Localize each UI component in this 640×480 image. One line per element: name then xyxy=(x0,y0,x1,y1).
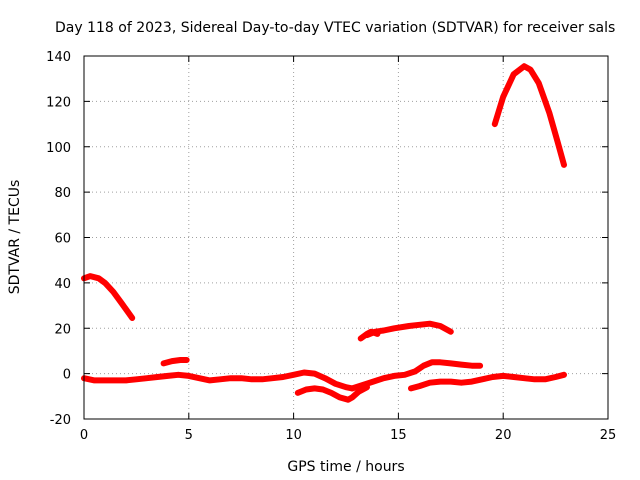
ticks xyxy=(83,55,609,420)
series-line-seg-bump-4h xyxy=(160,357,190,367)
y-tick-label: 40 xyxy=(54,277,71,292)
x-tick-label: 0 xyxy=(80,428,88,443)
series-line-seg-lower-16-23 xyxy=(408,371,567,392)
y-tick-label: 60 xyxy=(54,232,71,247)
y-axis-title: SDTVAR / TECUs xyxy=(7,180,23,295)
grid xyxy=(84,56,608,419)
series-line-seg-late-peak xyxy=(491,63,567,168)
y-tick-label: 100 xyxy=(46,141,71,156)
series-line-seg-mid-15 xyxy=(357,328,381,342)
x-tick-labels: 0 5 10 15 20 25 xyxy=(80,428,616,443)
x-axis-title: GPS time / hours xyxy=(287,459,404,475)
series-line-seg-rise-13-19 xyxy=(349,359,484,392)
y-tick-label: 80 xyxy=(54,186,71,201)
y-tick-label: -20 xyxy=(50,413,71,428)
x-tick-label: 25 xyxy=(600,428,617,443)
series-line-seg-early-decline xyxy=(81,273,136,321)
x-tick-label: 10 xyxy=(285,428,302,443)
y-tick-label: 20 xyxy=(54,322,71,337)
y-tick-label: 140 xyxy=(46,50,71,65)
y-tick-label: 0 xyxy=(63,368,71,383)
x-tick-label: 20 xyxy=(495,428,512,443)
x-tick-label: 5 xyxy=(185,428,193,443)
chart-title: Day 118 of 2023, Sidereal Day-to-day VTE… xyxy=(55,20,615,36)
y-tick-labels: -20 0 20 40 60 80 100 120 140 xyxy=(46,50,71,428)
series-group xyxy=(81,63,567,403)
series-line-seg-dip-10-13 xyxy=(294,384,370,403)
x-tick-label: 15 xyxy=(390,428,407,443)
series-line-seg-baseline-0-10 xyxy=(81,369,356,392)
y-tick-label: 120 xyxy=(46,95,71,110)
